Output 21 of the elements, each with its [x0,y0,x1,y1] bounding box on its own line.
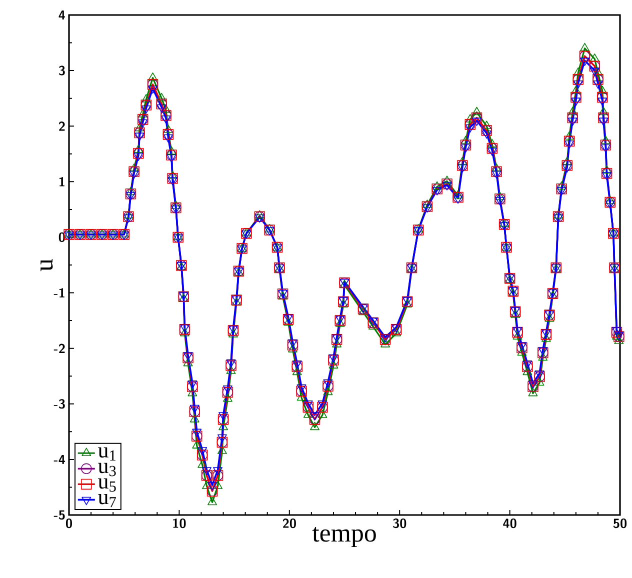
y-tick-label: -3 [54,399,65,409]
y-tick-label: -2 [54,344,65,353]
y-tick-label: 4 [58,10,66,20]
y-axis-title: u [40,258,53,272]
y-tick-label: -5 [54,510,65,520]
y-tick-label: 2 [58,121,65,131]
y-tick-label: 1 [59,177,64,186]
x-tick-label: 0 [66,518,72,528]
x-tick-label: 10 [173,518,186,528]
x-tick-label: 50 [613,518,627,528]
legend-label: u$_{3}$ [98,462,116,476]
legend-label: u$_{7}$ [98,494,116,508]
x-tick-label: 30 [393,518,406,528]
y-tick-label: -1 [54,288,64,298]
x-tick-label: 40 [503,518,516,528]
x-tick-label: 20 [282,518,296,528]
legend-label: u$_{1}$ [98,447,116,461]
legend-label: u$_{5}$ [98,478,116,492]
y-tick-label: 3 [58,66,65,76]
y-tick-label: -4 [54,454,66,464]
x-axis-title: tempo [312,526,376,548]
